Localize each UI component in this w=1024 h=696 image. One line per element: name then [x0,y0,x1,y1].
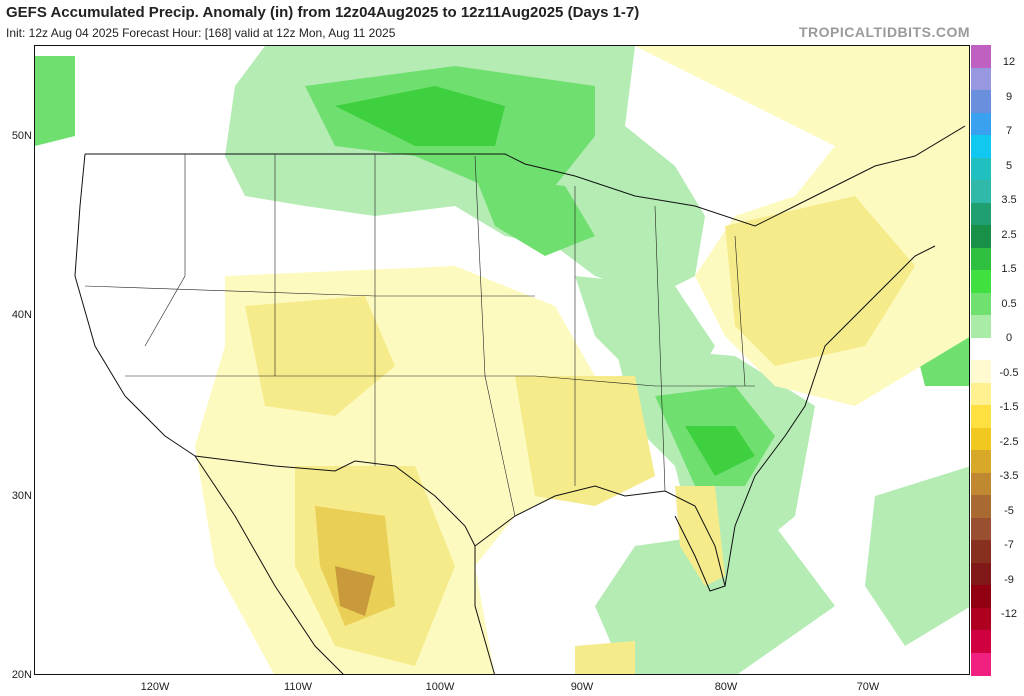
colorbar-segment [971,630,991,653]
wet-area-caribbean [595,526,835,674]
colorbar-label: 12 [1002,56,1016,68]
colorbar-label: -1.5 [999,401,1019,413]
map-subtitle: Init: 12z Aug 04 2025 Forecast Hour: [16… [6,26,396,40]
colorbar-segment [971,180,991,203]
longitude-label: 90W [570,681,594,693]
colorbar-segment [971,607,991,631]
colorbar-segment [971,337,991,361]
wet-area-great-lakes [475,176,595,256]
colorbar-segment [971,90,991,113]
colorbar-segment [971,450,991,473]
state-lines [84,154,755,517]
longitude-label: 70W [856,681,880,693]
colorbar-segment [971,585,991,608]
dry-area-florida [675,486,725,586]
colorbar-segment [971,405,991,428]
wet-area-pacific-nw [35,56,75,146]
map-title: GEFS Accumulated Precip. Anomaly (in) fr… [6,4,640,21]
mexico-coast [194,455,344,674]
colorbar-segment [971,427,991,451]
colorbar-segment [971,67,991,91]
colorbar-segment [971,292,991,316]
colorbar-segment [971,472,991,496]
atlantic-coast [724,245,936,587]
colorbar-label: -0.5 [999,366,1019,379]
dry-area-northeast-mid [725,196,915,366]
precip-anomaly-map [34,45,970,675]
dry-area-southwest-mid [245,296,395,416]
colorbar-segment [971,202,991,226]
colorbar-label: 3.5 [1001,194,1017,206]
colorbar-label: 5 [1005,159,1013,172]
wet-area-georgia-core [685,426,755,476]
colorbar-segment [971,135,991,158]
colorbar-segment [971,270,991,293]
colorbar-label: 0.5 [1001,297,1017,310]
colorbar-label: -3.5 [999,470,1019,482]
colorbar-label: -9 [1004,573,1014,586]
canada-us-border [85,125,966,227]
dry-area-mexico-strong [315,506,395,626]
dry-area-gulf-coast [515,376,655,506]
longitude-label: 120W [140,681,170,693]
wet-anomaly-areas [35,46,969,674]
colorbar-segment [971,382,991,406]
mexico-gulf-coast [474,546,495,674]
colorbar-segment [971,45,991,68]
colorbar-label: 1.5 [1001,263,1017,275]
longitude-label: 100W [425,681,455,693]
latitude-label: 30N [11,490,32,502]
latitude-label: 50N [11,130,32,142]
colorbar-label: -2.5 [999,435,1019,448]
colorbar-segment [971,225,991,248]
dry-area-cuba [575,641,635,674]
wet-area-upper-midwest-core [335,86,505,146]
colorbar-label: 2.5 [1001,228,1017,241]
map-canvas [35,46,969,674]
dry-anomaly-areas [195,46,969,674]
colorbar-segment [971,157,991,181]
wet-area-atlantic [865,466,969,646]
colorbar-segment [971,517,991,541]
us-pacific-coast [74,153,196,457]
longitude-label: 80W [714,681,738,693]
colorbar-label: 9 [1005,90,1013,103]
dry-area-mexico-heavy [335,566,375,616]
colorbar-label: -7 [1004,539,1014,551]
colorbar-label: -5 [1004,504,1014,517]
colorbar-segment [971,112,991,136]
watermark: TROPICALTIDBITS.COM [798,24,970,40]
latitude-label: 20N [11,669,32,681]
colorbar-segment [971,562,991,586]
gulf-coast [474,485,726,592]
colorbar-segment [971,495,991,518]
latitude-label: 40N [11,309,32,321]
boundaries [74,125,966,674]
colorbar-label: 0 [1005,332,1013,344]
colorbar [971,45,991,676]
longitude-label: 110W [284,681,312,693]
colorbar-segment [971,315,991,338]
colorbar-segment [971,540,991,563]
colorbar-segment [971,360,991,383]
colorbar-segment [971,652,991,676]
colorbar-segment [971,247,991,271]
colorbar-label: 7 [1005,125,1013,137]
colorbar-label: -12 [1001,608,1017,620]
